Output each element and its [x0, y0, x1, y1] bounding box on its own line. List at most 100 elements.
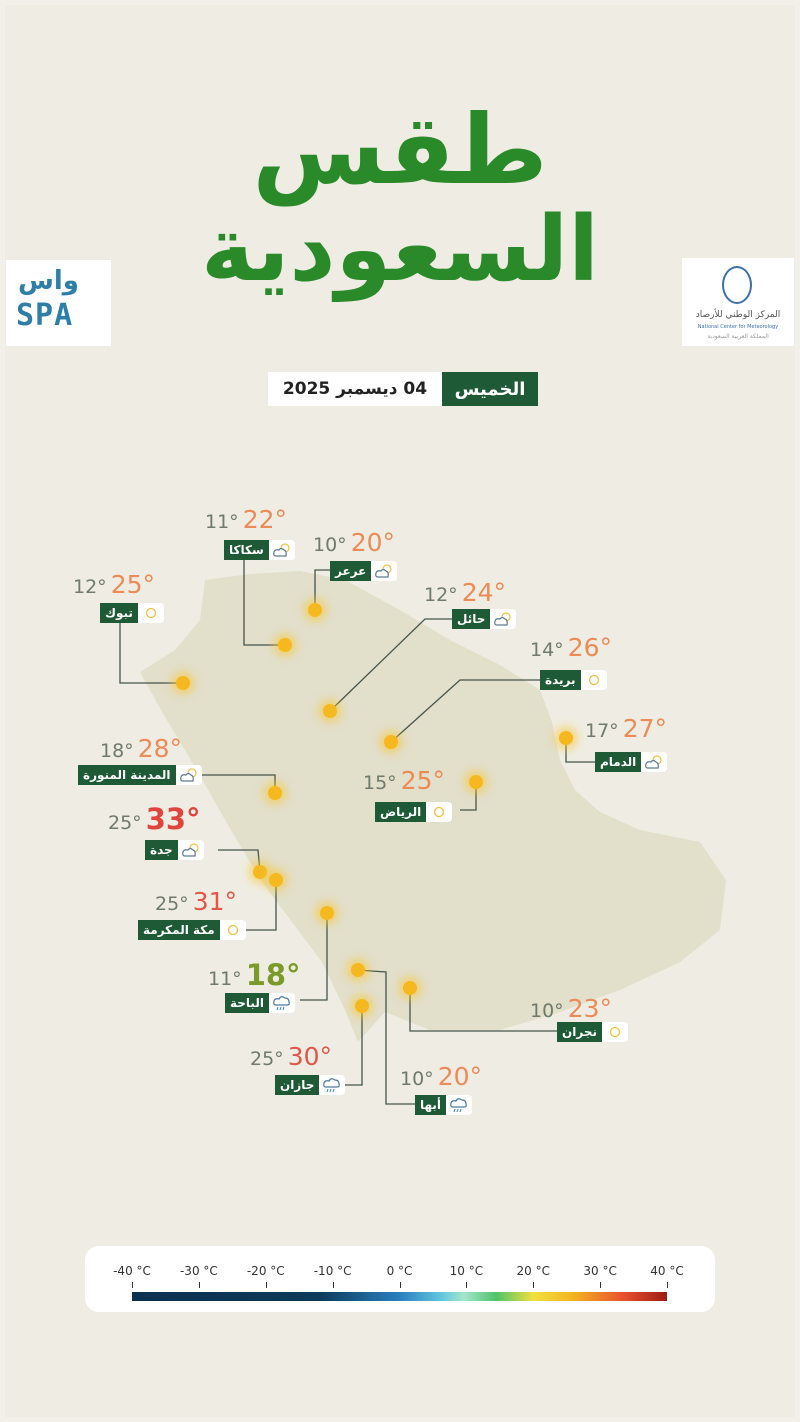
city-name: بريدة [540, 670, 581, 690]
min-temp: 18° [100, 740, 134, 762]
spa-logo-arabic: واس [18, 266, 79, 296]
rain-icon [319, 1075, 346, 1095]
min-temp: 10° [530, 1000, 564, 1022]
max-temp: 18° [245, 958, 301, 992]
sunny-icon [137, 603, 164, 623]
page-title-line2: السعودية [200, 197, 599, 302]
city-label[interactable]: جازان [275, 1075, 346, 1095]
sunny-icon [219, 920, 246, 940]
city-dot[interactable] [269, 873, 283, 887]
city-name: نجران [557, 1022, 602, 1042]
city-label[interactable]: جدة [145, 840, 204, 860]
legend-tick [466, 1282, 468, 1288]
legend-tick [132, 1282, 133, 1288]
city-name: عرعر [330, 561, 372, 581]
city-dot[interactable] [351, 963, 365, 977]
min-temp: 11° [208, 968, 242, 990]
leader-line [390, 679, 540, 743]
max-temp: 25° [400, 766, 445, 795]
city-dot[interactable] [355, 999, 369, 1013]
city-dot[interactable] [278, 638, 292, 652]
partly-cloudy-icon [175, 765, 202, 785]
city-label[interactable]: الدمام [595, 752, 668, 772]
min-temp: 12° [424, 584, 458, 606]
city-temps: 10° 23° [530, 994, 612, 1023]
date-text: 04 ديسمبر 2025 [268, 372, 442, 406]
legend-label: 30 °C [583, 1264, 617, 1278]
ncm-logo: المركز الوطني للأرصاد National Center fo… [682, 258, 794, 346]
city-label[interactable]: الرياض [375, 802, 453, 822]
city-label[interactable]: عرعر [330, 561, 398, 581]
max-temp: 22° [242, 505, 287, 534]
leader-line [565, 738, 595, 763]
rain-icon [268, 993, 295, 1013]
legend-label: 10 °C [449, 1264, 484, 1278]
city-name: جدة [145, 840, 178, 860]
min-temp: 12° [73, 576, 107, 598]
city-temps: 25° 31° [155, 887, 237, 916]
city-name: جازان [275, 1075, 320, 1095]
city-label[interactable]: حائل [452, 609, 517, 629]
city-name: حائل [452, 609, 491, 629]
max-temp: 26° [567, 633, 612, 662]
sunny-icon [580, 670, 607, 690]
legend-label: 40 °C [650, 1264, 684, 1278]
city-dot[interactable] [176, 676, 190, 690]
leader-line [218, 849, 261, 873]
city-label[interactable]: بريدة [540, 670, 607, 690]
min-temp: 15° [363, 772, 397, 794]
city-label[interactable]: مكة المكرمة [138, 920, 246, 940]
city-label[interactable]: الباحة [225, 993, 295, 1013]
city-dot[interactable] [268, 786, 282, 800]
leader-line [243, 560, 285, 646]
city-dot[interactable] [253, 865, 267, 879]
city-label[interactable]: أبها [415, 1095, 473, 1115]
leader-line [314, 569, 330, 610]
legend-label: -40 °C [113, 1264, 151, 1278]
legend-tick [399, 1282, 401, 1288]
city-name: الرياض [375, 802, 427, 822]
max-temp: 28° [137, 734, 182, 763]
city-dot[interactable] [323, 704, 337, 718]
spa-logo-text: SPA [16, 298, 74, 333]
leader-line [409, 988, 557, 1032]
city-label[interactable]: سكاكا [224, 540, 295, 560]
city-temps: 11° 18° [208, 958, 301, 992]
legend-tick [533, 1282, 535, 1288]
city-label[interactable]: المدينة المنورة [78, 765, 202, 785]
max-temp: 25° [110, 570, 155, 599]
city-name: الباحة [225, 993, 269, 1013]
city-dot[interactable] [559, 731, 573, 745]
city-temps: 17° 27° [585, 714, 667, 743]
min-temp: 25° [108, 812, 142, 834]
city-dot[interactable] [320, 906, 334, 920]
city-dot[interactable] [469, 775, 483, 789]
sunny-icon [601, 1022, 628, 1042]
city-dot[interactable] [384, 735, 398, 749]
legend-label: 20 °C [516, 1264, 550, 1278]
city-temps: 14° 26° [530, 633, 612, 662]
city-dot[interactable] [308, 603, 322, 617]
city-label[interactable]: تبوك [100, 603, 164, 623]
partly-cloudy-icon [490, 609, 517, 629]
legend-tick [198, 1282, 200, 1288]
city-temps: 10° 20° [313, 528, 395, 557]
legend-label: 0 °C [386, 1264, 413, 1278]
city-temps: 11° 22° [205, 505, 287, 534]
legend-label: -30 °C [179, 1264, 218, 1278]
city-temps: 25° 33° [108, 802, 201, 836]
ncm-name-en: National Center for Meteorology [697, 324, 779, 330]
min-temp: 10° [313, 534, 347, 556]
sunny-icon [426, 802, 453, 822]
legend-label: -20 °C [246, 1264, 285, 1278]
city-name: المدينة المنورة [78, 765, 176, 785]
page-title-line1: طقس [252, 94, 548, 206]
temperature-gradient-bar [132, 1292, 667, 1301]
legend-tick [265, 1282, 267, 1288]
city-label[interactable]: نجران [557, 1022, 628, 1042]
leader-line [460, 782, 477, 811]
rain-icon [446, 1095, 473, 1115]
city-dot[interactable] [403, 981, 417, 995]
leader-line [300, 913, 328, 1001]
min-temp: 11° [205, 511, 239, 533]
